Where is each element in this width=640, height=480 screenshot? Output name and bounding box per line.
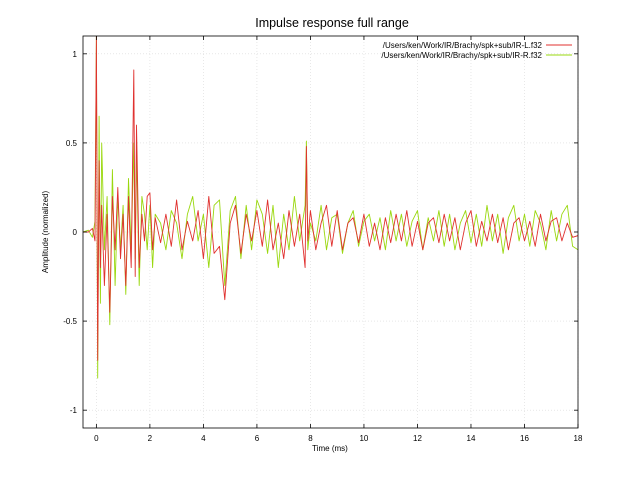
y-tick-label: -1 <box>70 406 78 415</box>
y-tick-label: 0.5 <box>66 139 78 148</box>
x-tick-label: 10 <box>359 434 368 443</box>
chart-title: Impulse response full range <box>255 16 409 30</box>
legend-label-right: /Users/ken/Work/IR/Brachy/spk+sub/IR-R.f… <box>381 51 542 60</box>
x-tick-label: 8 <box>308 434 313 443</box>
y-tick-label: -0.5 <box>63 317 77 326</box>
x-axis-label: Time (ms) <box>312 444 348 453</box>
series-line-right <box>83 36 578 379</box>
legend-label-left: /Users/ken/Work/IR/Brachy/spk+sub/IR-L.f… <box>383 41 543 50</box>
x-tick-label: 4 <box>201 434 206 443</box>
y-axis-label: Amplitude (normalized) <box>41 191 50 274</box>
x-tick-label: 16 <box>520 434 529 443</box>
series-line-left <box>83 36 578 361</box>
x-tick-label: 14 <box>467 434 476 443</box>
y-tick-label: 1 <box>73 50 78 59</box>
series-layer <box>83 36 578 379</box>
x-tick-label: 12 <box>413 434 422 443</box>
x-tick-label: 0 <box>94 434 99 443</box>
y-tick-label: 0 <box>73 228 78 237</box>
grid-layer <box>83 36 579 428</box>
x-tick-label: 18 <box>574 434 583 443</box>
x-tick-label: 2 <box>148 434 153 443</box>
legend: /Users/ken/Work/IR/Brachy/spk+sub/IR-L.f… <box>381 41 572 60</box>
ticks-layer: 0 2 4 6 8 10 12 14 16 18 1 0.5 0 -0.5 -1 <box>63 36 583 443</box>
x-tick-label: 6 <box>255 434 260 443</box>
